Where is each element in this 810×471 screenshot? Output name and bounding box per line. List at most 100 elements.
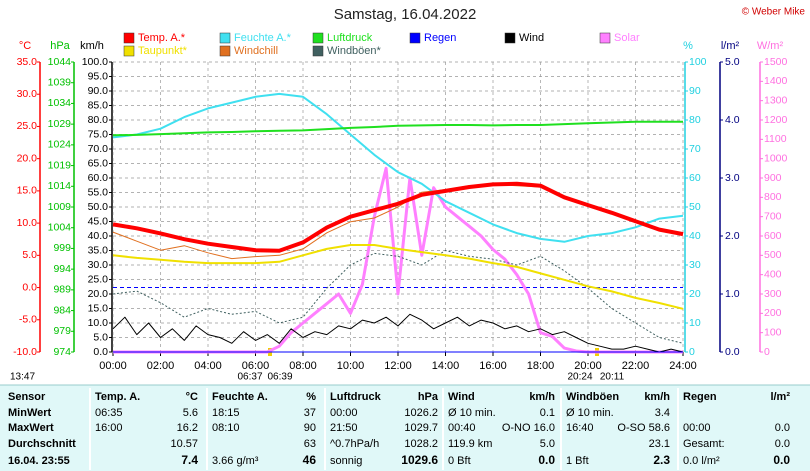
legend-swatch	[219, 32, 231, 44]
table-cell: 37	[304, 407, 316, 419]
y-tick-label: 0.0	[93, 346, 108, 358]
y-tick-label: 1400	[764, 75, 788, 87]
legend-swatch	[504, 32, 516, 44]
legend-swatch	[312, 45, 324, 57]
axis-unit: hPa	[50, 40, 70, 52]
annotation: 06:37	[237, 372, 262, 383]
y-tick-label: 500	[764, 249, 782, 261]
table-cell: 16.2	[177, 422, 198, 434]
y-tick-label: 30	[689, 259, 701, 271]
series-line	[112, 250, 684, 344]
y-tick-label: 979	[53, 325, 71, 337]
y-tick-label: 50	[689, 201, 701, 213]
y-tick-label: 1000	[764, 152, 788, 164]
timestamp: 13:47	[10, 372, 35, 383]
y-tick-label: 20.0	[17, 152, 38, 164]
legend-label: Windchill	[234, 45, 278, 57]
table-header: km/h	[644, 391, 670, 403]
y-tick-label: 10.0	[17, 217, 38, 229]
y-tick-label: 40	[689, 230, 701, 242]
x-tick-label: 04:00	[194, 360, 222, 372]
y-tick-label: -10.0	[13, 346, 37, 358]
table-cell: 0.0	[775, 422, 790, 434]
y-tick-label: 10	[689, 317, 701, 329]
table-cell: 1029.7	[404, 422, 438, 434]
y-tick-label: 300	[764, 288, 782, 300]
table-cell: 23.1	[649, 438, 670, 450]
y-tick-label: 0.0	[725, 346, 740, 358]
table-cell: 3.66 g/m³	[212, 455, 259, 467]
legend-label: Regen	[424, 32, 456, 44]
y-tick-label: 5.0	[22, 249, 37, 261]
y-tick-label: 999	[53, 242, 71, 254]
y-tick-label: 1004	[48, 221, 72, 233]
y-tick-label: 70.0	[88, 143, 109, 155]
y-tick-label: 75.0	[88, 128, 109, 140]
table-cell: 1026.2	[404, 407, 438, 419]
y-tick-label: 1200	[764, 114, 788, 126]
x-tick-label: 02:00	[147, 360, 175, 372]
y-tick-label: 55.0	[88, 186, 109, 198]
table-cell: 7.4	[181, 453, 198, 467]
y-tick-label: 20	[689, 288, 701, 300]
table-cell: 10.57	[170, 438, 198, 450]
y-tick-label: 60.0	[88, 172, 109, 184]
table-cell: 90	[304, 422, 316, 434]
table-cell: O-NO 16.0	[502, 422, 555, 434]
y-tick-label: 90.0	[88, 85, 109, 97]
table-cell: sonnig	[330, 455, 362, 467]
table-cell: 3.4	[655, 407, 670, 419]
x-tick-label: 00:00	[99, 360, 127, 372]
table-header: Luftdruck	[330, 391, 382, 403]
table-cell: MinWert	[8, 407, 52, 419]
table-header: Windböen	[566, 391, 619, 403]
y-tick-label: 50.0	[88, 201, 109, 213]
legend-label: Wind	[519, 32, 544, 44]
table-cell: 0.1	[540, 407, 555, 419]
legend-swatch	[409, 32, 421, 44]
table-cell: Ø 10 min.	[566, 407, 614, 419]
y-tick-label: 1019	[48, 159, 72, 171]
y-tick-label: 35.0	[17, 56, 38, 68]
y-tick-label: 1100	[764, 133, 787, 145]
table-cell: Gesamt:	[683, 438, 725, 450]
x-tick-label: 20:00	[574, 360, 602, 372]
x-tick-label: 18:00	[527, 360, 555, 372]
y-tick-label: 90	[689, 85, 701, 97]
y-tick-label: 900	[764, 172, 782, 184]
y-tick-label: 1034	[48, 97, 72, 109]
series-line	[112, 92, 684, 243]
table-header: hPa	[418, 391, 439, 403]
y-tick-label: 1029	[48, 118, 72, 130]
x-tick-label: 22:00	[622, 360, 650, 372]
table-header: l/m²	[770, 391, 790, 403]
table-cell: 0 Bft	[448, 455, 471, 467]
table-header: Sensor	[8, 391, 46, 403]
y-tick-label: 15.0	[17, 185, 38, 197]
legend-swatch	[312, 32, 324, 44]
y-tick-label: 1500	[764, 56, 788, 68]
y-tick-label: 65.0	[88, 157, 109, 169]
legend-swatch	[123, 32, 135, 44]
chart-background	[0, 0, 810, 385]
table-cell: 0.0 l/m²	[683, 455, 720, 467]
table-cell: 63	[304, 438, 316, 450]
table-cell: Durchschnitt	[8, 438, 76, 450]
y-tick-label: 95.0	[88, 70, 109, 82]
table-cell: 21:50	[330, 422, 358, 434]
y-tick-label: 85.0	[88, 99, 109, 111]
table-header: Regen	[683, 391, 717, 403]
table-cell: 5.0	[540, 438, 555, 450]
table-header: %	[306, 391, 316, 403]
y-tick-label: 30.0	[17, 88, 38, 100]
axis-unit: km/h	[80, 40, 104, 52]
y-tick-label: 4.0	[725, 114, 740, 126]
legend-label: Windböen*	[327, 45, 382, 57]
y-tick-label: 800	[764, 191, 782, 203]
y-tick-label: 0	[764, 346, 770, 358]
table-cell: 0.0	[538, 453, 555, 467]
y-tick-label: 40.0	[88, 230, 109, 242]
table-cell: 00:00	[683, 422, 711, 434]
table-cell: 00:40	[448, 422, 476, 434]
